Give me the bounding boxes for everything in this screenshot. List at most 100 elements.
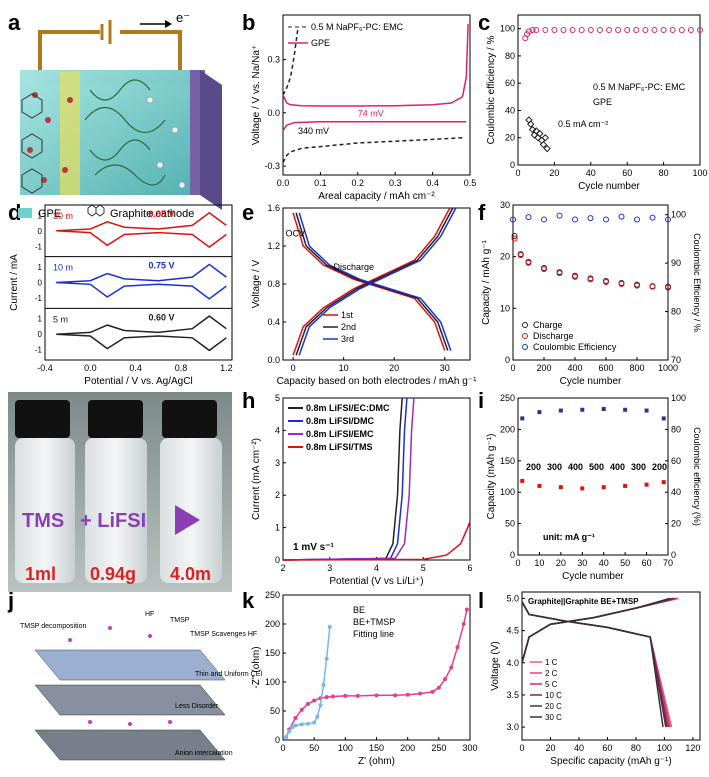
panel-letter-f: f — [478, 200, 486, 225]
data-point — [560, 27, 567, 33]
legend-label: GPE — [593, 97, 612, 107]
legend-label: 30 C — [545, 713, 562, 722]
y2-axis-label: Coulombic efficiency (%) — [692, 427, 702, 526]
y-tick-label: 250 — [265, 590, 280, 600]
y-tick-label: 200 — [500, 424, 515, 434]
x-tick-label: 70 — [663, 558, 673, 568]
x-tick-label: 20 — [556, 558, 566, 568]
y-axis-label: Voltage / V vs. Na/Na⁺ — [251, 45, 262, 145]
gpe-legend-label: GPE — [38, 208, 61, 220]
data-point — [525, 116, 533, 124]
y-tick-label: 0 — [275, 555, 280, 565]
y-tick-label: 0.0 — [267, 108, 280, 118]
x-tick-label: 0.0 — [277, 178, 290, 188]
charge-curve — [298, 207, 457, 356]
legend-label: 0.8m LiFSI/DMC — [306, 416, 375, 426]
x-axis-label: Areal capacity / mAh cm⁻² — [318, 191, 435, 202]
x-tick-label: 300 — [462, 743, 477, 753]
data-point — [587, 276, 594, 283]
gpe-legend-swatch — [18, 208, 32, 218]
y-axis-label: Voltage (V) — [490, 641, 501, 690]
x-tick-label: 40 — [599, 558, 609, 568]
x-tick-label: 200 — [536, 363, 551, 373]
x-tick-label: 80 — [659, 168, 669, 178]
panel-a-schematic: e⁻ GPE Graphite cathode — [18, 10, 222, 220]
data-point — [520, 416, 525, 421]
legend-marker — [522, 344, 528, 350]
y-axis-label: Voltage / V — [251, 259, 262, 308]
data-point — [556, 212, 563, 219]
x-tick-label: 400 — [567, 363, 582, 373]
charge-curve — [521, 597, 679, 663]
legend-label: 0.5 M NaPF₆-PC: EMC — [311, 22, 404, 32]
y-tick-label: 1 — [38, 315, 43, 324]
data-point — [644, 408, 649, 413]
annotation: 0.5 mA cm⁻² — [558, 119, 608, 129]
y-axis-label: Coulombic efficiency / % — [486, 36, 497, 145]
x-tick-label: 10 — [534, 558, 544, 568]
x-tick-label: 0 — [280, 743, 285, 753]
gap-label: 0.75 V — [149, 261, 175, 271]
legend-label: 2 C — [545, 669, 558, 678]
x-tick-label: 20 — [545, 743, 555, 753]
cv-curve-lower — [56, 281, 227, 300]
x-tick-label: 600 — [598, 363, 613, 373]
data-point — [623, 407, 628, 412]
annotation: Discharge — [334, 262, 375, 272]
x-tick-label: 200 — [400, 743, 415, 753]
data-point — [529, 27, 536, 33]
x-tick-label: 150 — [369, 743, 384, 753]
x-tick-label: 120 — [685, 743, 700, 753]
y-tick-label: 0 — [38, 227, 43, 236]
annotation: 340 mV — [298, 126, 329, 136]
row-label: 10 m — [53, 263, 73, 273]
y-tick-label: 5.0 — [506, 593, 519, 603]
data-point — [578, 27, 585, 33]
y-tick-label: 1.6 — [267, 203, 280, 213]
x-tick-label: 50 — [620, 558, 630, 568]
plot-frame — [521, 591, 701, 741]
legend-label: 3rd — [341, 334, 354, 344]
x-tick-label: 100 — [338, 743, 353, 753]
data-point — [633, 27, 640, 33]
y-tick-label: -0.3 — [264, 161, 280, 171]
data-point — [660, 27, 667, 33]
y2-tick-label: 100 — [671, 393, 686, 403]
rate-label: 400 — [610, 462, 625, 472]
x-tick-label: 60 — [622, 168, 632, 178]
y-tick-label: 20 — [500, 252, 510, 262]
label-40m: 4.0m — [170, 564, 211, 584]
chart-l: 0 20 40 60 80 100 120 3.0 3.5 4.0 4.5 5.0 Specific c… — [490, 591, 701, 767]
plot-frame — [512, 204, 669, 361]
cv-curve-upper — [56, 315, 227, 335]
x-tick-label: 0 — [519, 743, 524, 753]
y2-tick-label: 100 — [671, 210, 686, 220]
data-point — [623, 483, 628, 488]
y-tick-label: -1 — [35, 346, 43, 355]
series-line — [282, 136, 463, 163]
x-tick-label: 0.1 — [314, 178, 327, 188]
plot-frame — [44, 204, 233, 361]
y2-tick-label: 40 — [671, 487, 681, 497]
x-tick-label: 20 — [389, 363, 399, 373]
legend-label: GPE — [311, 38, 330, 48]
data-point — [525, 259, 532, 266]
legend-label: Discharge — [533, 331, 574, 341]
label-1ml: 1ml — [25, 564, 56, 584]
data-point — [537, 483, 542, 488]
y-tick-label: 60 — [505, 78, 515, 88]
data-point — [642, 27, 649, 33]
label-less-disorder: Less Disorder — [175, 703, 219, 710]
chart-c: 0 20 40 60 80 100 0 20 40 60 80 100 Cycle number Coul… — [486, 14, 708, 192]
discharge-curve — [521, 601, 664, 728]
data-point — [541, 266, 547, 273]
label-hf: HF — [145, 611, 154, 618]
legend-label: 1st — [341, 310, 354, 320]
label-anion-intercalation: Anion intercalation — [175, 750, 233, 757]
x-tick-label: 0.8 — [175, 363, 188, 373]
x-tick-label: 4 — [374, 563, 379, 573]
data-point — [661, 416, 666, 421]
panel-letter-b: b — [242, 10, 255, 35]
gap-label: 0.60 V — [149, 312, 175, 322]
data-point — [558, 485, 563, 490]
